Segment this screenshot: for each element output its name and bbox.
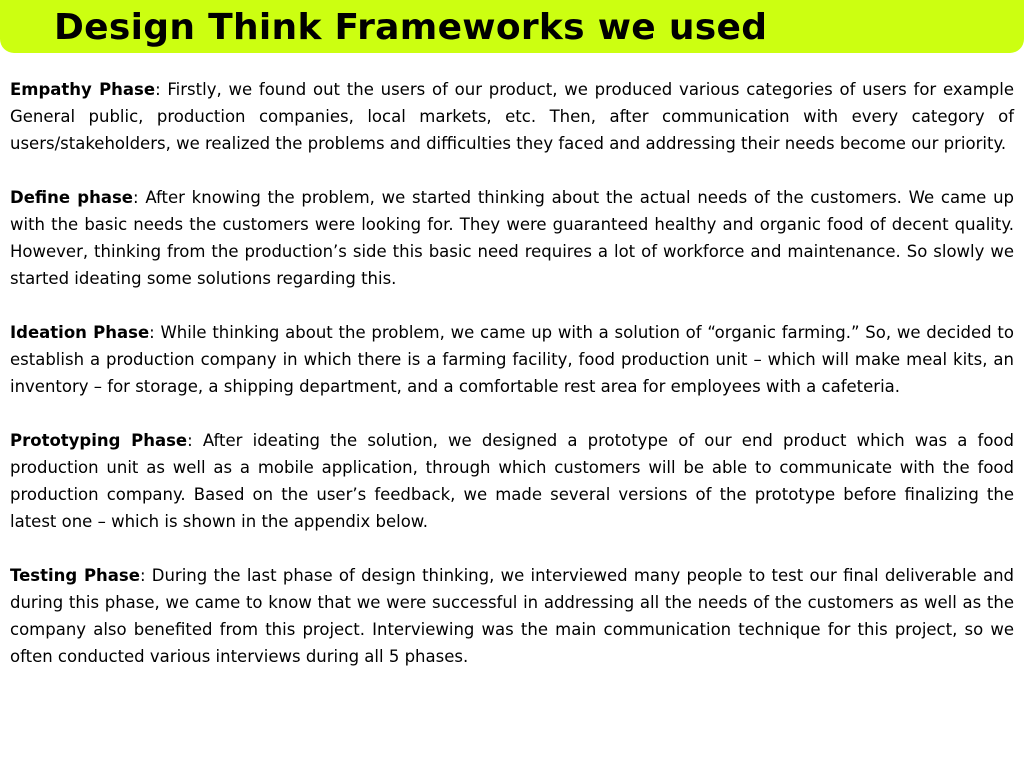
phase-text-testing: : During the last phase of design thinki… xyxy=(10,566,1015,666)
paragraph-prototyping: Prototyping Phase: After ideating the so… xyxy=(10,427,1014,535)
paragraph-ideation: Ideation Phase: While thinking about the… xyxy=(10,319,1014,400)
paragraph-testing: Testing Phase: During the last phase of … xyxy=(10,562,1014,670)
paragraph-define: Define phase: After knowing the problem,… xyxy=(10,184,1014,292)
phase-text-ideation: : While thinking about the problem, we c… xyxy=(10,323,1014,396)
phase-label-define: Define phase xyxy=(10,188,134,207)
phase-label-empathy: Empathy Phase xyxy=(10,80,156,99)
phase-label-testing: Testing Phase xyxy=(10,566,140,585)
phase-text-empathy: : Firstly, we found out the users of our… xyxy=(10,80,1015,153)
phase-text-prototyping: : After ideating the solution, we design… xyxy=(10,431,1014,531)
phase-label-ideation: Ideation Phase xyxy=(10,323,150,342)
paragraph-empathy: Empathy Phase: Firstly, we found out the… xyxy=(10,76,1014,157)
page-title: Design Think Frameworks we used xyxy=(54,7,768,48)
title-banner: Design Think Frameworks we used xyxy=(0,0,1024,53)
phase-text-define: : After knowing the problem, we started … xyxy=(10,188,1014,288)
phase-label-prototyping: Prototyping Phase xyxy=(10,431,188,450)
content-body: Empathy Phase: Firstly, we found out the… xyxy=(10,76,1014,697)
